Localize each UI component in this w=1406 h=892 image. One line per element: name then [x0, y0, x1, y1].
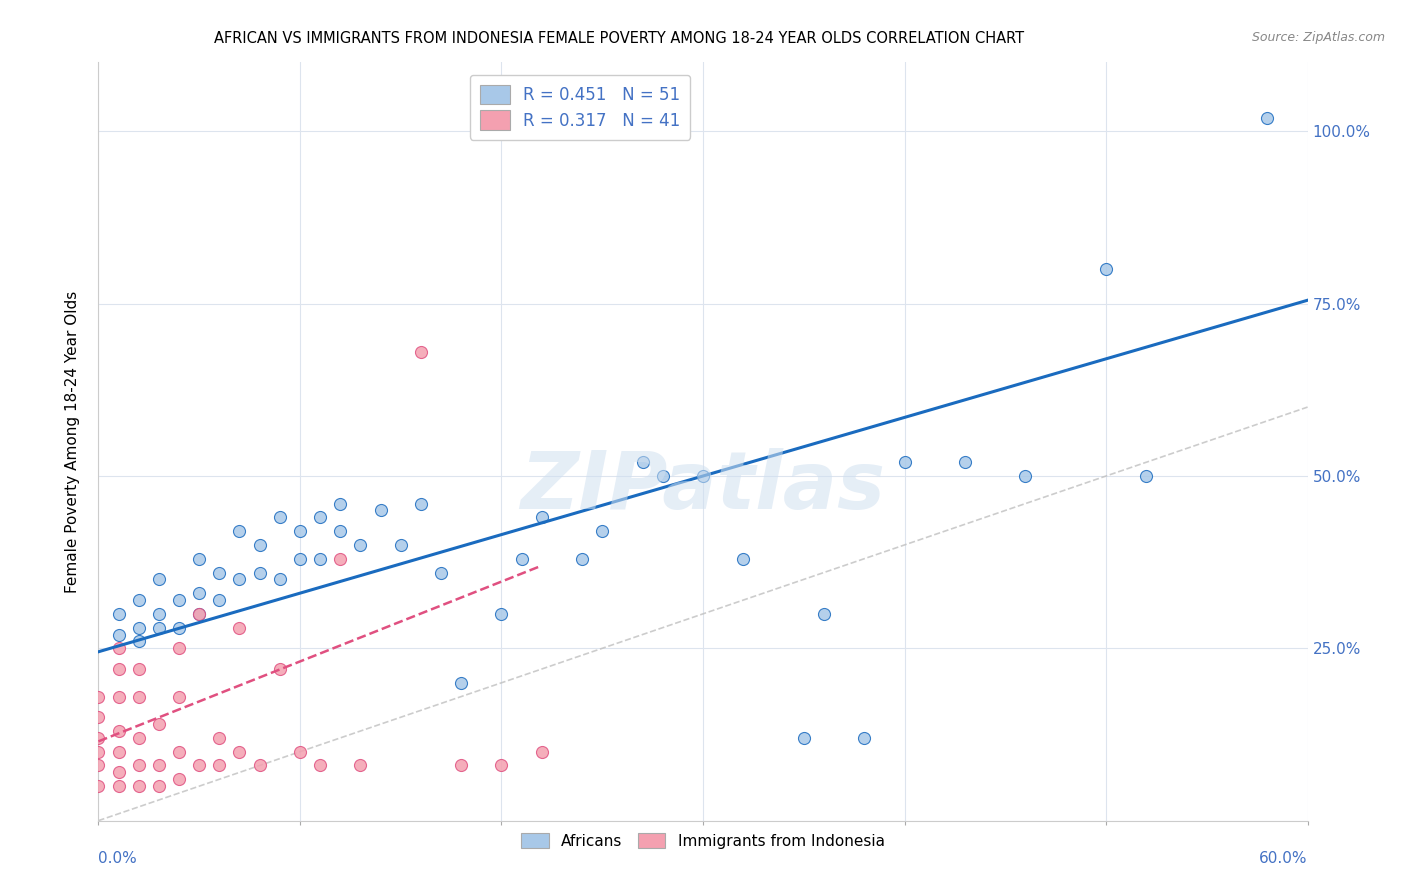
Point: [167, 621, 190, 635]
Point: [107, 745, 129, 759]
Point: [1095, 262, 1118, 277]
Point: [309, 551, 332, 566]
Legend: Africans, Immigrants from Indonesia: Africans, Immigrants from Indonesia: [516, 827, 890, 855]
Point: [793, 731, 815, 745]
Point: [249, 538, 271, 552]
Point: [148, 758, 170, 772]
Point: [107, 607, 129, 621]
Point: [128, 662, 150, 676]
Point: [128, 758, 150, 772]
Point: [107, 724, 129, 739]
Text: AFRICAN VS IMMIGRANTS FROM INDONESIA FEMALE POVERTY AMONG 18-24 YEAR OLDS CORREL: AFRICAN VS IMMIGRANTS FROM INDONESIA FEM…: [214, 31, 1024, 46]
Point: [188, 551, 211, 566]
Point: [349, 538, 371, 552]
Point: [188, 758, 211, 772]
Point: [409, 345, 432, 359]
Point: [148, 607, 170, 621]
Point: [893, 455, 915, 469]
Point: [953, 455, 976, 469]
Point: [148, 717, 170, 731]
Point: [208, 758, 231, 772]
Point: [1256, 111, 1278, 125]
Point: [309, 758, 332, 772]
Point: [228, 524, 250, 538]
Point: [813, 607, 835, 621]
Point: [491, 758, 513, 772]
Point: [269, 573, 291, 587]
Point: [167, 690, 190, 704]
Point: [128, 634, 150, 648]
Point: [87, 758, 110, 772]
Point: [208, 566, 231, 580]
Point: [188, 607, 211, 621]
Point: [1014, 469, 1036, 483]
Text: 0.0%: 0.0%: [98, 851, 138, 866]
Point: [733, 551, 755, 566]
Point: [87, 731, 110, 745]
Point: [128, 593, 150, 607]
Point: [571, 551, 593, 566]
Point: [288, 551, 311, 566]
Point: [167, 745, 190, 759]
Point: [249, 758, 271, 772]
Point: [167, 593, 190, 607]
Point: [148, 779, 170, 793]
Point: [409, 497, 432, 511]
Point: [450, 758, 472, 772]
Point: [188, 607, 211, 621]
Point: [188, 586, 211, 600]
Point: [651, 469, 673, 483]
Point: [167, 772, 190, 787]
Point: [128, 731, 150, 745]
Point: [329, 524, 352, 538]
Point: [269, 662, 291, 676]
Point: [87, 710, 110, 724]
Point: [309, 510, 332, 524]
Point: [249, 566, 271, 580]
Point: [692, 469, 714, 483]
Point: [1135, 469, 1157, 483]
Point: [450, 675, 472, 690]
Point: [430, 566, 453, 580]
Point: [107, 662, 129, 676]
Y-axis label: Female Poverty Among 18-24 Year Olds: Female Poverty Among 18-24 Year Olds: [65, 291, 80, 592]
Point: [128, 779, 150, 793]
Point: [107, 779, 129, 793]
Point: [510, 551, 533, 566]
Point: [288, 745, 311, 759]
Point: [853, 731, 876, 745]
Point: [167, 641, 190, 656]
Point: [370, 503, 392, 517]
Point: [87, 745, 110, 759]
Text: ZIPatlas: ZIPatlas: [520, 448, 886, 526]
Point: [329, 497, 352, 511]
Point: [87, 779, 110, 793]
Point: [491, 607, 513, 621]
Point: [208, 731, 231, 745]
Point: [349, 758, 371, 772]
Point: [631, 455, 654, 469]
Point: [208, 593, 231, 607]
Point: [87, 690, 110, 704]
Point: [530, 745, 553, 759]
Point: [288, 524, 311, 538]
Point: [269, 510, 291, 524]
Point: [107, 765, 129, 780]
Point: [389, 538, 412, 552]
Point: [530, 510, 553, 524]
Point: [591, 524, 613, 538]
Point: [128, 690, 150, 704]
Point: [228, 621, 250, 635]
Text: 60.0%: 60.0%: [1260, 851, 1308, 866]
Point: [107, 641, 129, 656]
Text: Source: ZipAtlas.com: Source: ZipAtlas.com: [1251, 31, 1385, 45]
Point: [148, 573, 170, 587]
Point: [128, 621, 150, 635]
Point: [329, 551, 352, 566]
Point: [228, 745, 250, 759]
Point: [148, 621, 170, 635]
Point: [228, 573, 250, 587]
Point: [107, 627, 129, 641]
Point: [107, 690, 129, 704]
